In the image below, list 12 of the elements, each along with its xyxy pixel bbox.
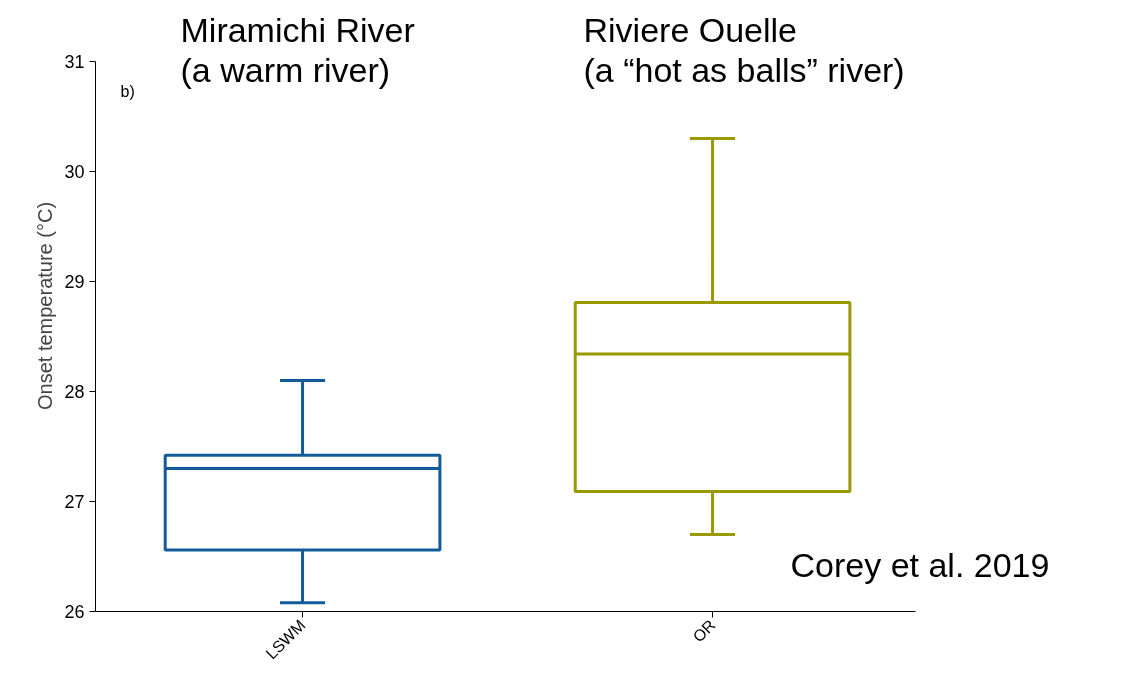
y-tick-label: 26 xyxy=(64,602,85,622)
y-axis-title: Onset temperature (°C) xyxy=(34,201,57,411)
y-tick-label: 29 xyxy=(64,272,85,292)
y-tick-label: 27 xyxy=(64,492,85,512)
y-tick-label: 30 xyxy=(64,162,85,182)
annotation: Riviere Ouelle (a “hot as balls” river) xyxy=(583,10,905,90)
y-tick-label: 28 xyxy=(64,382,85,402)
annotation: b) xyxy=(120,82,135,100)
y-tick-label: 31 xyxy=(64,52,85,72)
x-tick-label: OR xyxy=(689,616,719,646)
annotation: Corey et al. 2019 xyxy=(790,545,1050,584)
annotation: Miramichi River (a warm river) xyxy=(180,10,415,90)
